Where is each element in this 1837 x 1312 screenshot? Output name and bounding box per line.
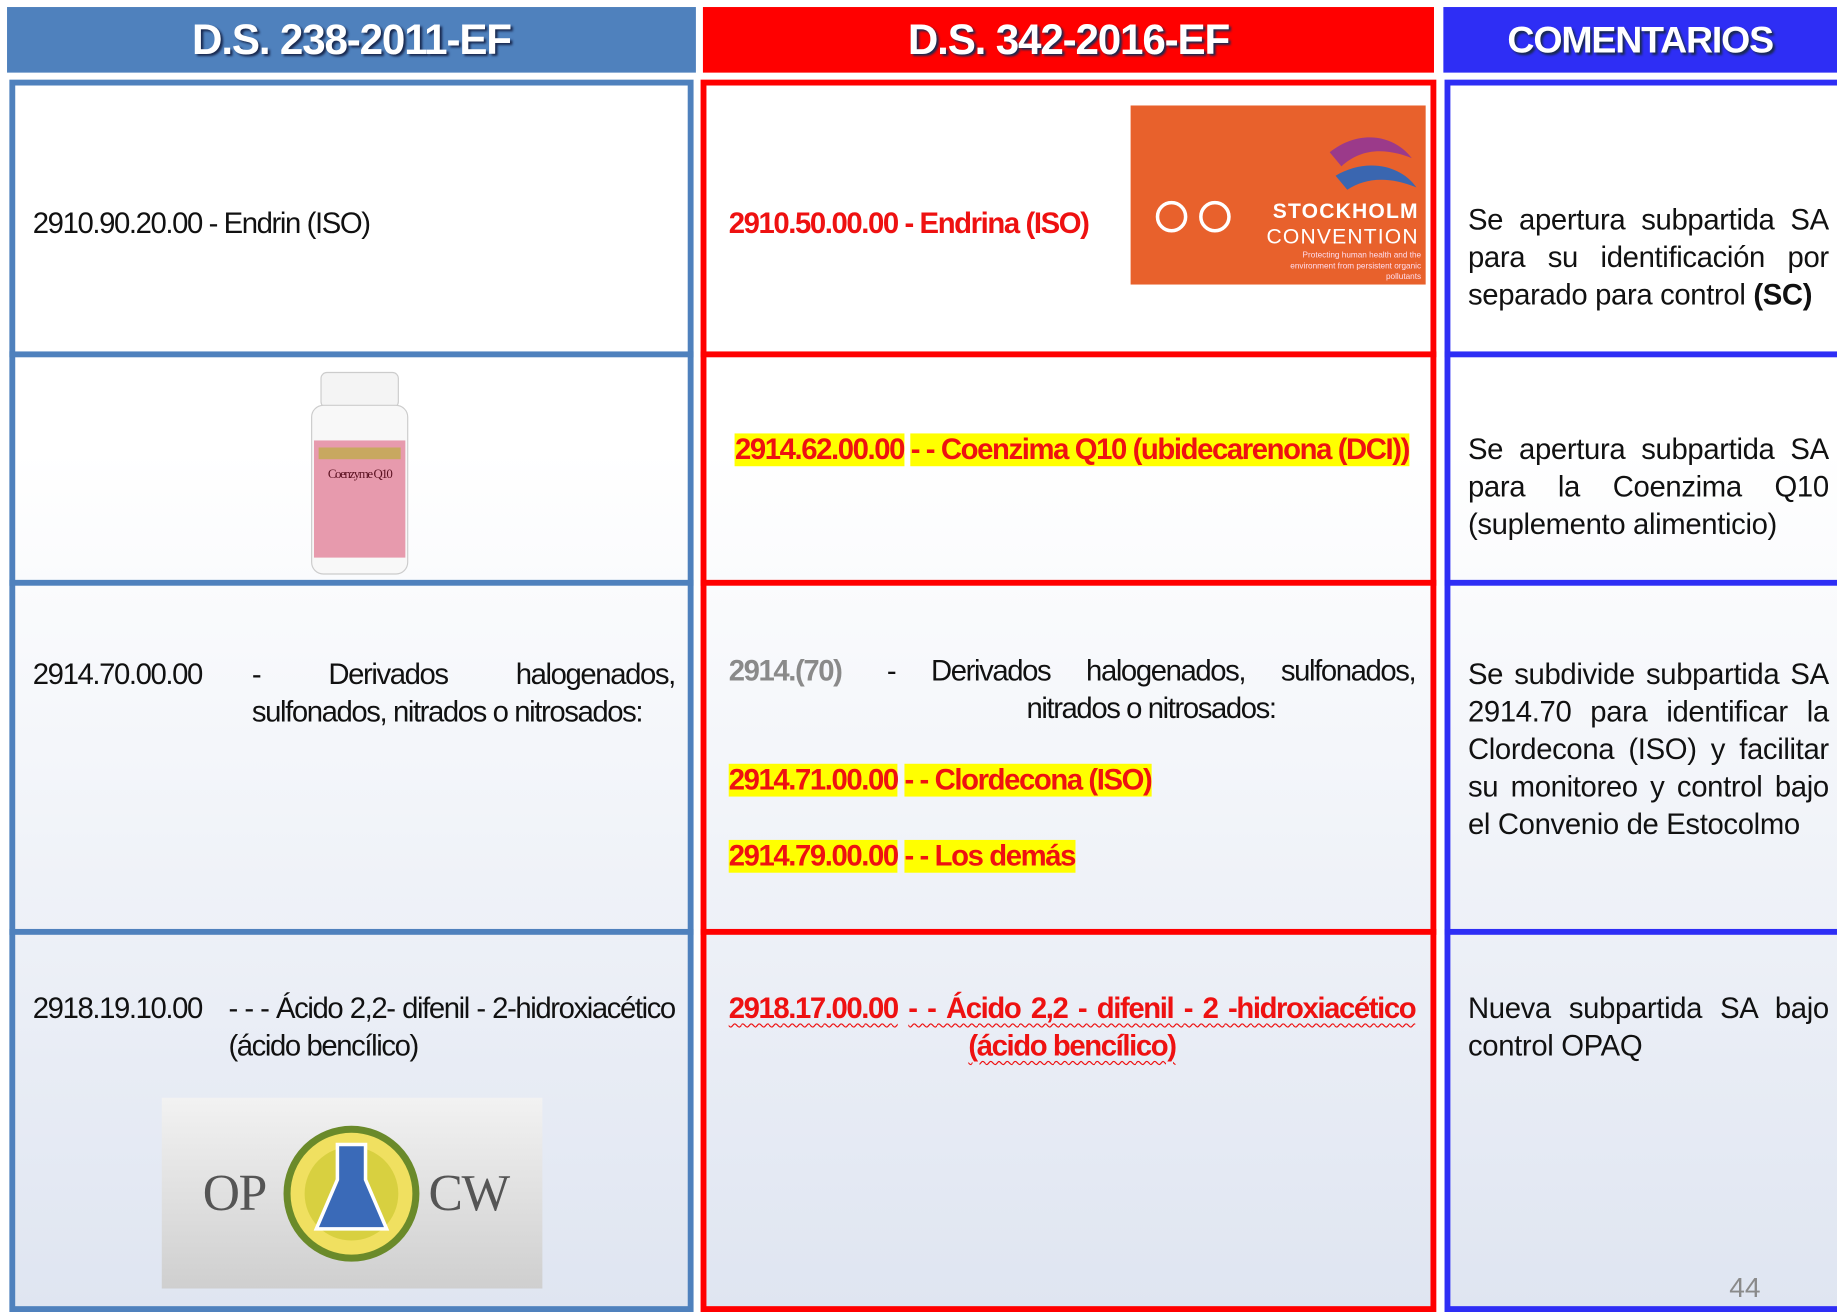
row-divider [9,351,694,358]
row-divider [700,928,1437,935]
bottle-cap [320,371,399,409]
old-description: - - - Ácido 2,2- difenil - 2-hidroxiacét… [228,992,676,1063]
logo-swoosh [1335,165,1417,190]
logo-text: CW [429,1165,511,1222]
coenzyme-bottle: Coenzyme Q10 [311,371,409,575]
new-entry: 2918.17.00.00 - - Ácido 2,2 - difenil - … [728,990,1417,1065]
stockholm-logo: STOCKHOLM CONVENTION Protecting human he… [1130,105,1426,285]
comment: Se subdivide subpartida SA 2914.70 para … [1467,658,1829,842]
header-cell: D.S. 342-2016-EF [702,7,1434,73]
old-code: 2918.19.10.00 [32,992,203,1026]
column-box [1444,79,1837,1312]
new-entry: 2914.79.00.00 - - Los demás [728,838,1076,875]
logo-flask [313,1142,390,1231]
comment: Se apertura subpartida SA para la Coenzi… [1467,433,1829,542]
old-code: 2914.70.00.00 [32,658,203,692]
comment: Nueva subpartida SA bajo control OPAQ [1467,992,1829,1063]
comment-emphasis: (SC) [1753,278,1813,312]
description: - - Ácido 2,2 - difenil - 2 -hidroxiacét… [908,992,1416,1063]
unep-emblem [1199,200,1231,233]
description: - - Clordecona (ISO) [904,763,1153,797]
logo-subtitle: CONVENTION [1267,226,1419,249]
header-cell: COMENTARIOS [1443,7,1837,73]
new-code: 2914.(70) [728,654,843,688]
bottle-label-text: Coenzyme Q10 [328,467,393,481]
new-entry: 2910.50.00.00 - Endrina (ISO) [728,205,1090,242]
row-divider [1444,928,1837,935]
logo-tagline-box: Protecting human health and the environm… [1290,251,1422,282]
un-emblem [1155,200,1188,233]
comment-text: Se apertura subpartida SA para su identi… [1467,203,1829,312]
old-description: - Derivados halogenados, sulfonados, nit… [251,658,676,729]
logo-text: OP [203,1165,266,1222]
description: - - Coenzima Q10 (ubidecarenona (DCI)) [910,433,1410,467]
logo-title: STOCKHOLM [1273,200,1419,223]
code: 2910.50.00.00 [728,207,899,241]
row-divider [1444,579,1837,586]
page-number: 44 [1729,1272,1761,1304]
bottle-label [313,440,406,558]
row-divider [1444,351,1837,358]
logo-tagline: Protecting human health and the environm… [1290,251,1422,282]
new-description: - Derivados halogenados, sulfonados, nit… [886,654,1417,726]
header-cell: D.S. 238-2011-EF [7,7,696,73]
comment: Se apertura subpartida SA para su identi… [1468,201,1829,313]
logo-swoosh [1329,137,1412,167]
logo-bg [1130,105,1426,285]
description: - - Los demás [904,839,1076,873]
description: - Endrina (ISO) [904,207,1089,241]
row-divider [700,579,1437,586]
column-box [700,79,1437,1312]
old-entry: 2910.90.20.00 - Endrin (ISO) [32,205,371,242]
row-divider [9,579,694,586]
code: 2914.79.00.00 [728,839,899,873]
description: - Endrin (ISO) [208,207,371,241]
code: 2914.62.00.00 [734,433,905,467]
new-entry: 2914.71.00.00 - - Clordecona (ISO) [728,761,1153,798]
opcw-logo: OP CW [161,1097,543,1289]
new-entry: 2914.62.00.00 - - Coenzima Q10 (ubidecar… [729,431,1416,468]
code: 2910.90.20.00 [32,207,203,241]
row-divider [9,928,694,935]
row-divider [700,351,1437,358]
code: 2918.17.00.00 [728,992,899,1026]
code: 2914.71.00.00 [728,763,899,797]
bottle-label-band [318,447,401,460]
